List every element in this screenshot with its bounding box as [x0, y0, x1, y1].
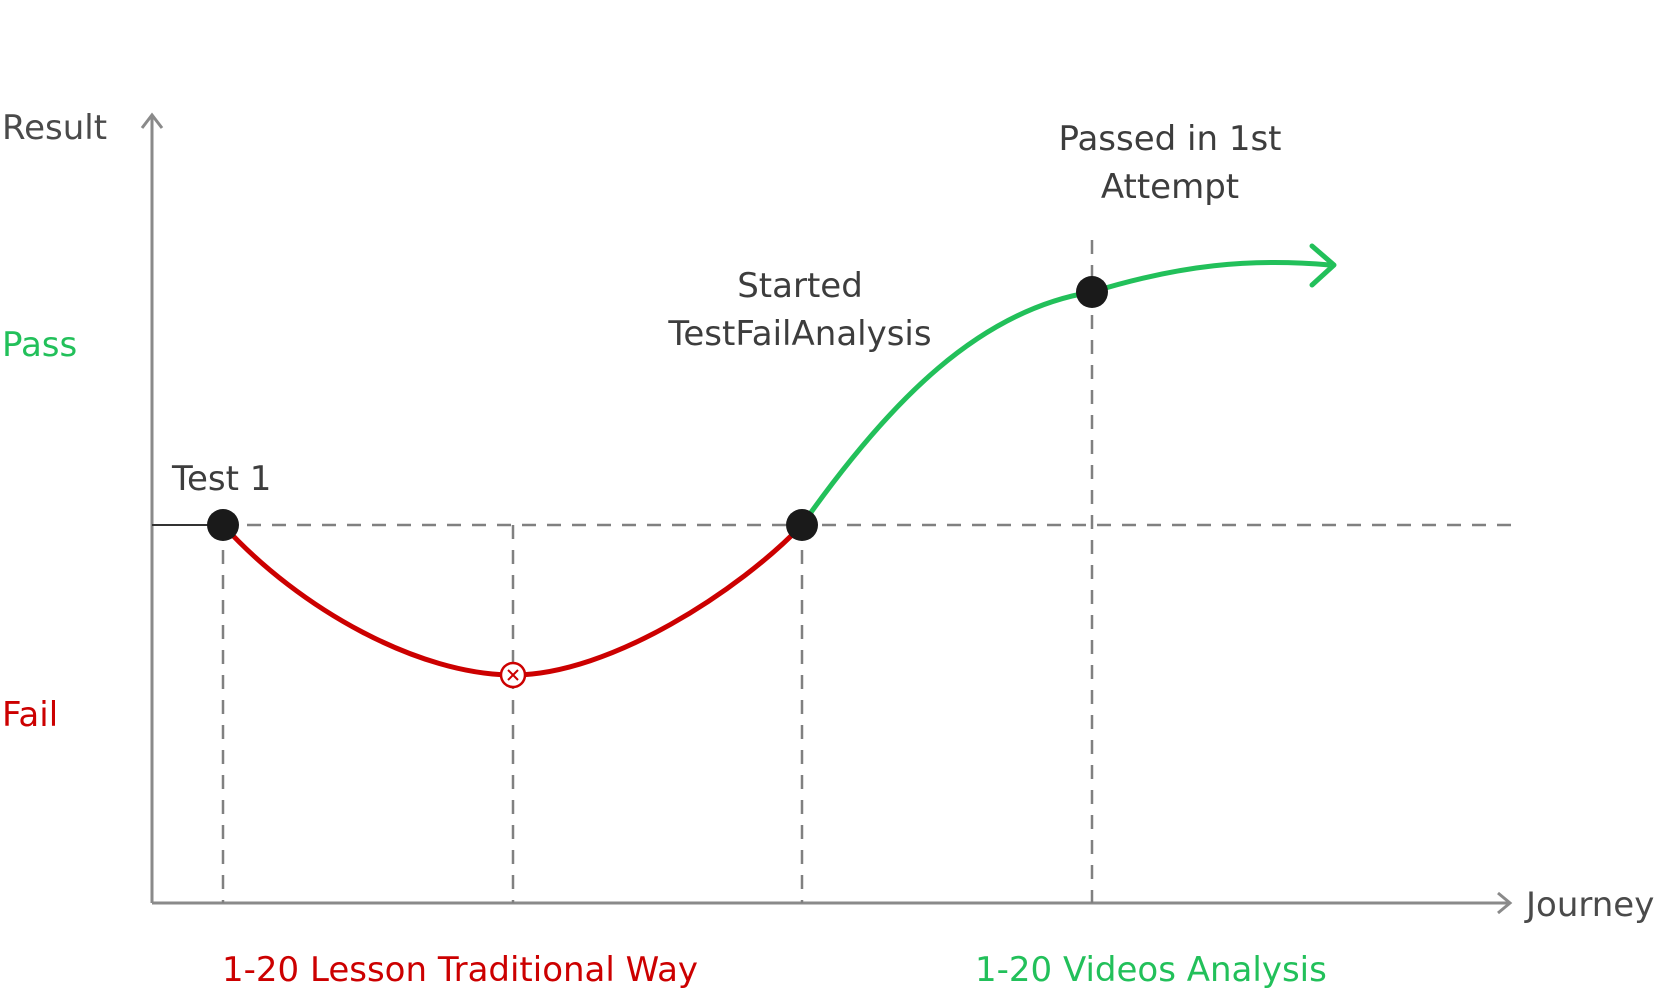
x-axis-arrow-icon [1497, 891, 1513, 915]
phase-traditional-label: 1-20 Lesson Traditional Way [222, 950, 699, 990]
y-axis [140, 112, 164, 903]
passed-label: Passed in 1st Attempt [1030, 115, 1310, 211]
milestone-started [786, 509, 818, 541]
started-label-line1: Started [737, 266, 863, 306]
y-axis-arrow-icon [140, 112, 164, 129]
level-fail-label: Fail [2, 695, 59, 735]
passed-label-line1: Passed in 1st [1058, 119, 1282, 159]
circle-x-icon [499, 661, 527, 689]
pass-arrow-icon [1309, 243, 1337, 288]
x-axis [152, 891, 1513, 915]
started-label-line2: TestFailAnalysis [668, 314, 932, 354]
test1-label: Test 1 [172, 459, 272, 499]
started-label: Started TestFailAnalysis [640, 262, 960, 358]
milestone-passed [1076, 276, 1108, 308]
pass-curve [799, 259, 1331, 527]
milestone-test1 [207, 509, 239, 541]
x-axis-title: Journey [1526, 885, 1655, 925]
y-axis-title: Result [2, 108, 108, 148]
passed-label-line2: Attempt [1100, 167, 1240, 207]
phase-videos-label: 1-20 Videos Analysis [975, 950, 1327, 990]
level-pass-label: Pass [2, 325, 78, 365]
